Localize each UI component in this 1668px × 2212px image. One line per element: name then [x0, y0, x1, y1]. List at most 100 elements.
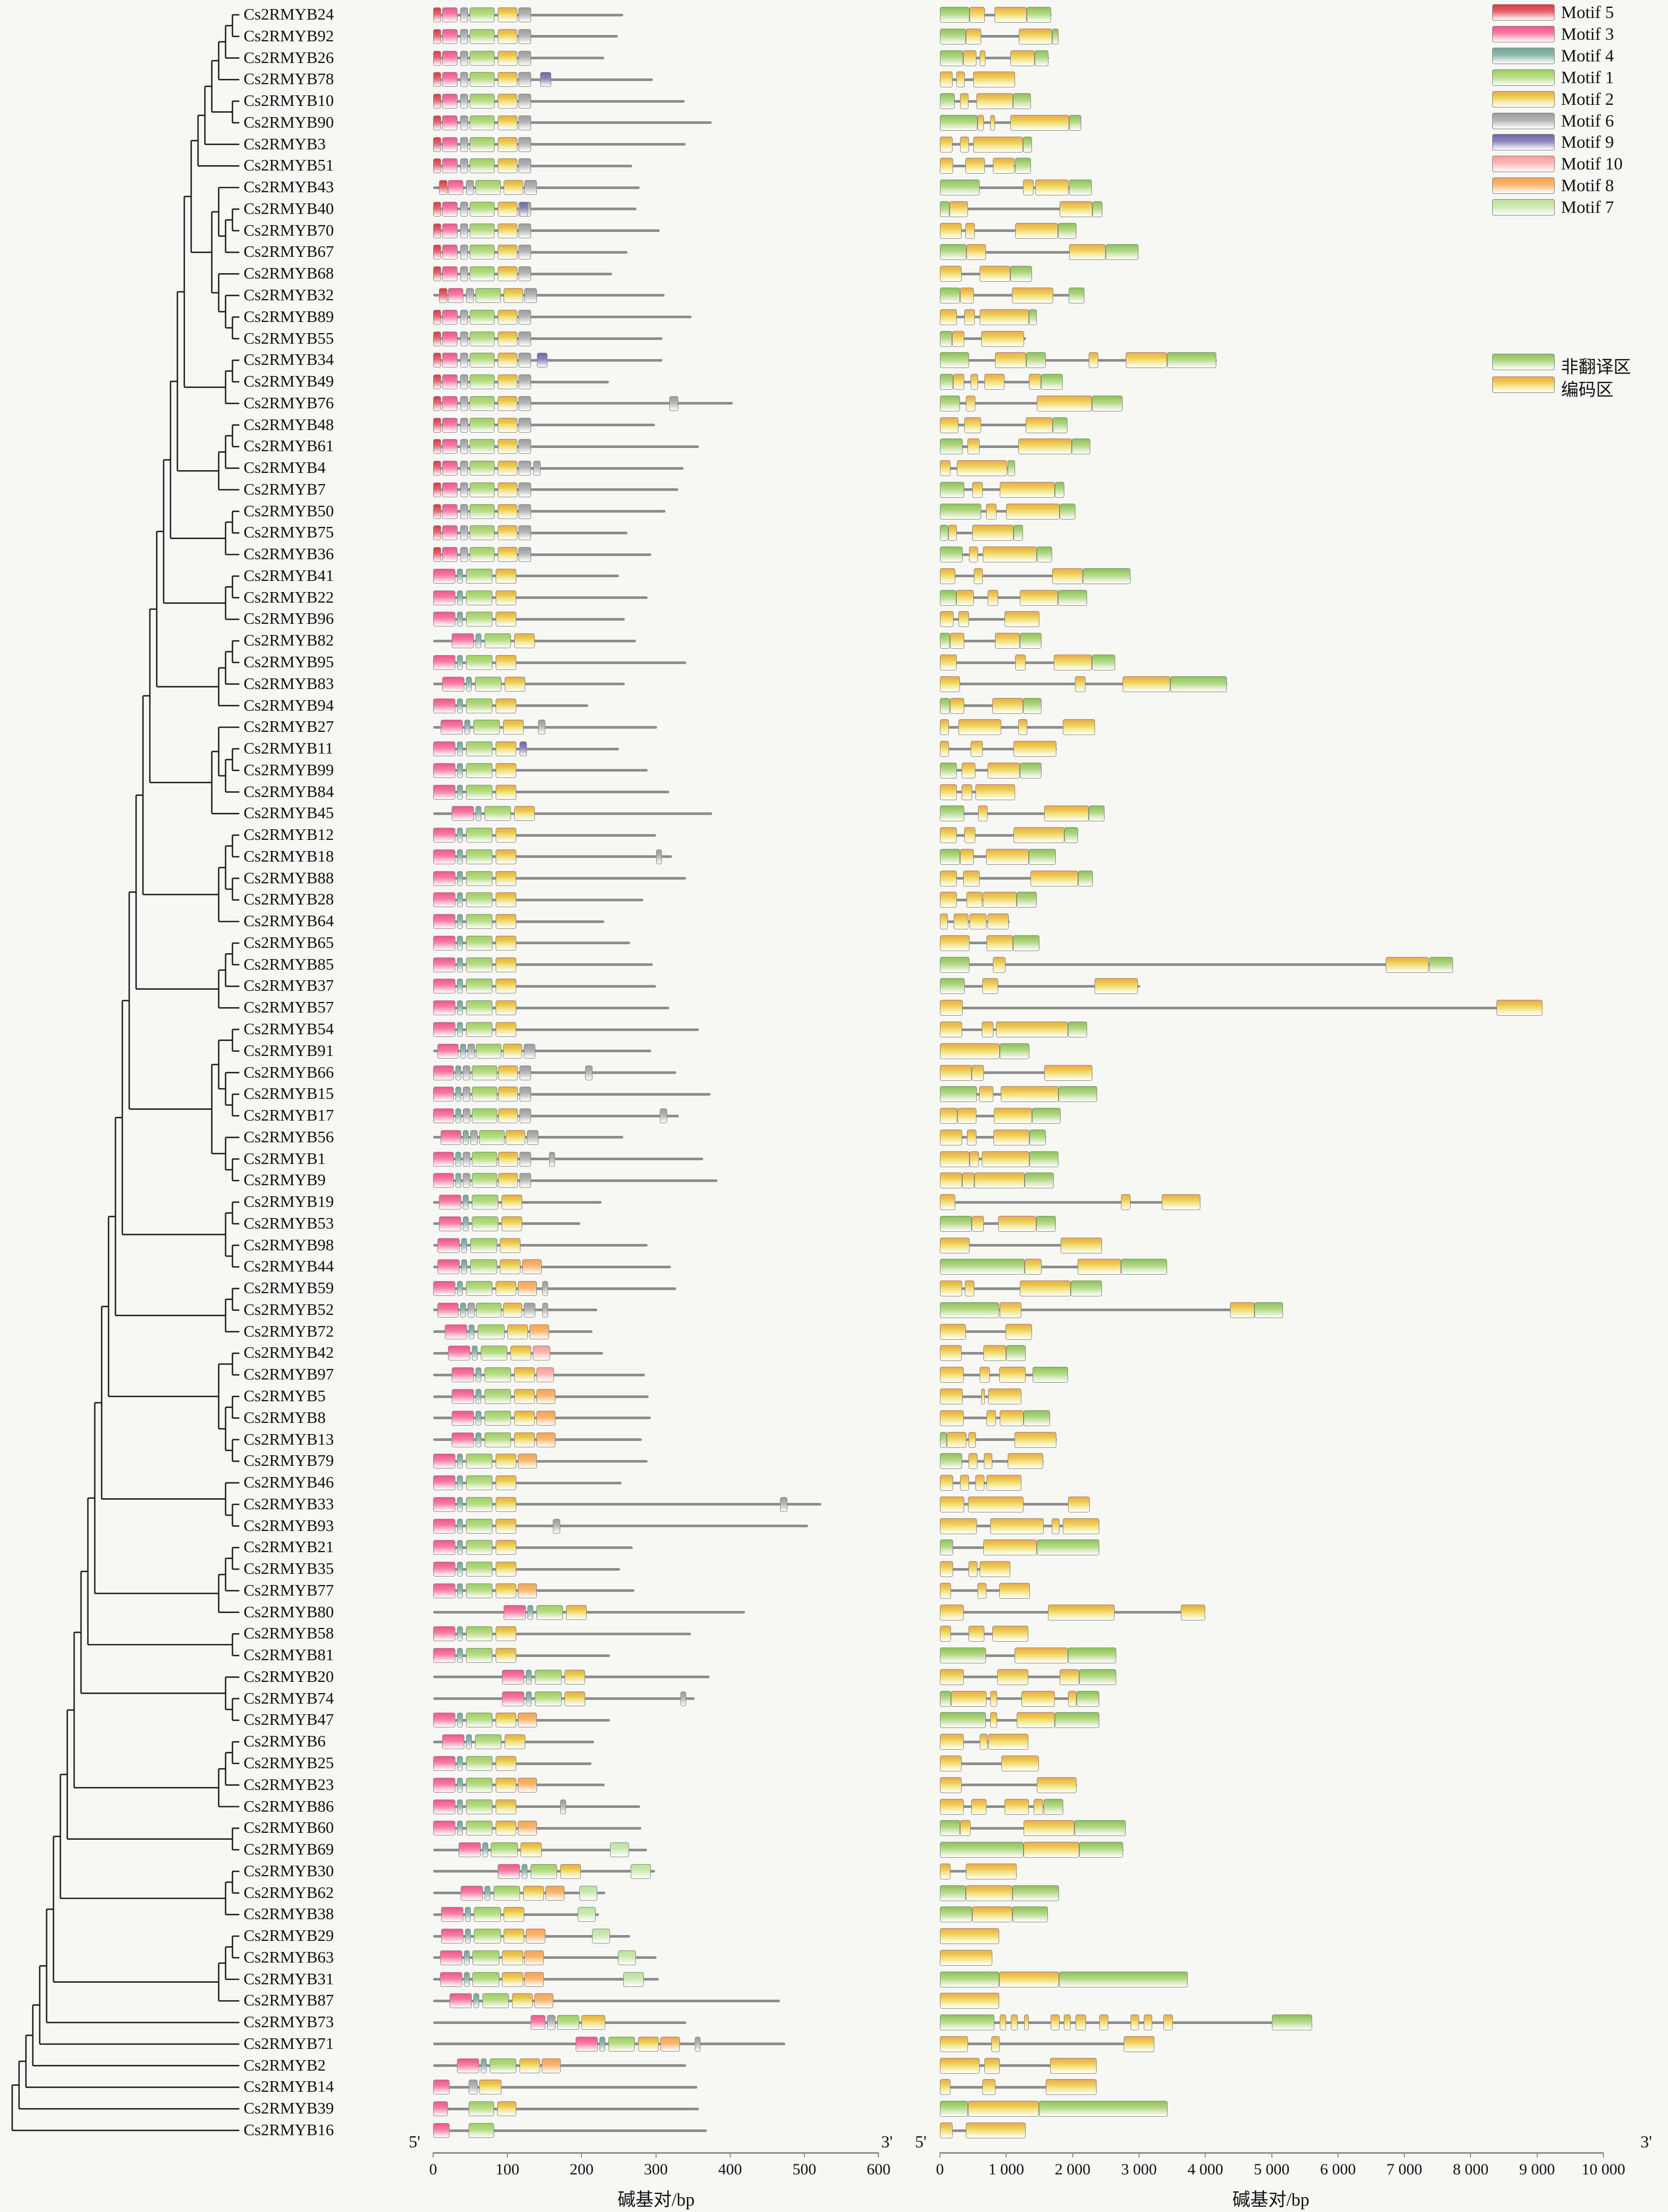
cds-exon-box — [979, 1086, 994, 1103]
motif-track-line — [433, 963, 653, 966]
cds-exon-box — [940, 1000, 963, 1016]
cds-exon-box — [1021, 1690, 1055, 1707]
motif-box-m2 — [495, 590, 517, 605]
motif-track-line — [433, 1956, 657, 1959]
axis-tick-label: 9 000 — [1519, 2161, 1555, 2178]
gene-label: Cs2RMYB85 — [244, 954, 334, 973]
motif-track-line — [433, 791, 669, 793]
motif-box-m1 — [471, 1195, 499, 1210]
motif-track-line — [433, 208, 637, 211]
motif-box-m6 — [518, 547, 531, 562]
motif-box-m5 — [439, 288, 447, 303]
cds-exon-box — [940, 1389, 963, 1404]
motif-box-m8 — [530, 1324, 549, 1339]
cds-exon-box — [988, 1389, 1022, 1404]
motif-track-line — [433, 164, 632, 167]
cds-exon-box — [1018, 28, 1052, 44]
motif-box-m1 — [465, 612, 493, 627]
motif-box-m4 — [465, 676, 472, 692]
motif-box-m3 — [433, 1518, 456, 1534]
cds-exon-box — [984, 2057, 1000, 2074]
utr-exon-box — [940, 1086, 977, 1103]
gene-label: Cs2RMYB73 — [244, 2012, 334, 2031]
motif-box-m4 — [463, 1195, 469, 1210]
motif-box-m1 — [489, 2058, 517, 2073]
gene-label: Cs2RMYB86 — [244, 1796, 334, 1815]
utr-exon-box — [940, 1647, 986, 1664]
motif-box-m2 — [495, 1756, 517, 1771]
motif-box-m6 — [467, 1043, 475, 1059]
motif-box-m1 — [465, 1562, 493, 1577]
motif-track-line — [433, 1999, 780, 2002]
cds-exon-box — [983, 547, 1037, 563]
motif-box-m3 — [442, 29, 458, 44]
cds-exon-box — [961, 762, 975, 778]
cds-exon-box — [970, 374, 979, 390]
cds-exon-box — [981, 1389, 985, 1404]
gene-label: Cs2RMYB36 — [244, 544, 334, 563]
motif-track-line — [433, 1525, 808, 1528]
utr-exon-box — [1023, 697, 1042, 714]
motif-box-m2 — [498, 115, 517, 130]
gene-label: Cs2RMYB50 — [244, 501, 334, 520]
motif-box-m4 — [526, 1669, 532, 1685]
utr-exon-box — [1077, 1690, 1099, 1707]
cds-exon-box — [959, 93, 968, 110]
utr-exon-box — [940, 956, 970, 973]
motif-box-m2 — [498, 158, 517, 174]
gene-track-line — [940, 164, 1031, 167]
cds-exon-box — [968, 1496, 1024, 1512]
motif-box-m3 — [433, 2080, 450, 2095]
motif-box-m2 — [504, 1907, 525, 1922]
utr-exon-box — [1016, 892, 1037, 908]
gene-label: Cs2RMYB25 — [244, 1753, 334, 1772]
gene-track-line — [940, 2085, 1097, 2089]
motif-box-m1 — [469, 2101, 494, 2117]
cds-exon-box — [1496, 1000, 1543, 1016]
cds-exon-box — [1181, 1604, 1206, 1620]
cds-exon-box — [1020, 1280, 1071, 1297]
motif-box-m2 — [495, 1540, 517, 1555]
gene-label: Cs2RMYB96 — [244, 609, 334, 628]
cds-exon-box — [940, 655, 957, 670]
cds-exon-box — [971, 1798, 987, 1815]
motif-box-m5 — [433, 309, 442, 325]
gene-label: Cs2RMYB87 — [244, 1991, 334, 2010]
motif-box-m8 — [536, 1432, 556, 1447]
axis-tick-label: 600 — [866, 2161, 891, 2178]
motif-box-m4 — [456, 828, 463, 843]
cds-exon-box — [996, 1022, 1069, 1037]
motif-box-m1 — [465, 871, 493, 886]
utr-exon-box — [940, 1885, 966, 1901]
cds-exon-box — [993, 1129, 1030, 1145]
cds-exon-box — [951, 1690, 987, 1707]
motif-box-m6 — [552, 1518, 560, 1534]
motif-box-m2 — [498, 504, 517, 519]
motif-box-m3 — [442, 417, 458, 433]
motif-box-m8 — [524, 1950, 544, 1965]
cds-exon-box — [1044, 1064, 1093, 1081]
gene-label: Cs2RMYB26 — [244, 48, 334, 67]
cds-exon-box — [940, 1863, 950, 1879]
cds-exon-box — [1051, 2014, 1060, 2031]
cds-exon-box — [1015, 1431, 1057, 1448]
motif-box-m4 — [456, 1022, 463, 1037]
motif-box-m6 — [659, 1108, 667, 1123]
motif-box-m5 — [433, 461, 442, 476]
motif-box-m2 — [495, 568, 517, 584]
cds-exon-box — [965, 158, 985, 174]
cds-exon-box — [968, 1453, 978, 1470]
cds-exon-box — [940, 1194, 955, 1211]
gene-track-line — [940, 1676, 1117, 1679]
cds-exon-box — [1023, 1820, 1075, 1837]
motif-box-m3 — [433, 2123, 450, 2138]
motif-box-m3 — [441, 720, 463, 735]
motif-box-m6 — [460, 29, 468, 44]
utr-exon-box — [940, 1712, 986, 1729]
motif-box-m3 — [433, 590, 456, 605]
cds-exon-box — [940, 1280, 963, 1297]
gene-label: Cs2RMYB70 — [244, 220, 334, 239]
cds-exon-box — [973, 136, 1023, 153]
motif-box-m6 — [460, 115, 468, 130]
motif-box-m1 — [484, 1389, 512, 1404]
